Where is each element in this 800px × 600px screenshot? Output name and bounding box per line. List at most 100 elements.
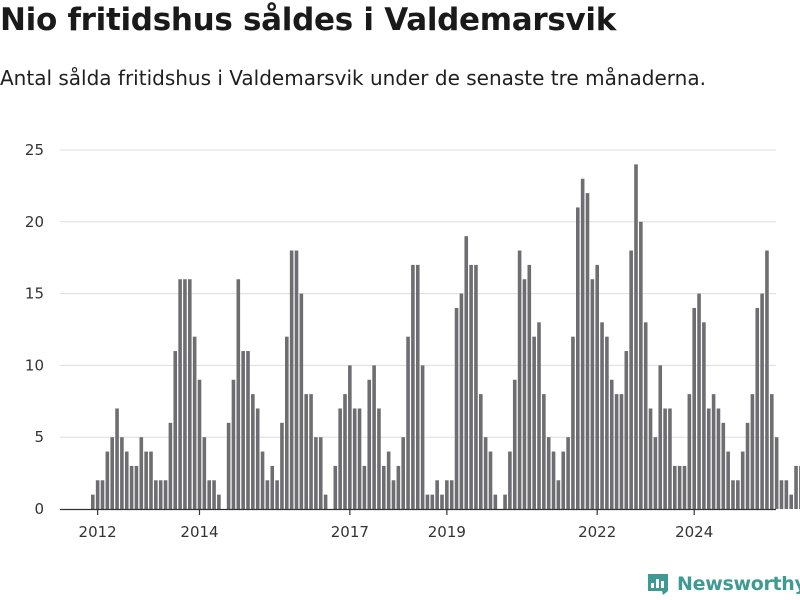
bar xyxy=(192,336,197,509)
bar xyxy=(639,221,643,510)
bar xyxy=(663,408,667,509)
y-tick-label: 20 xyxy=(25,213,44,231)
bar xyxy=(609,379,614,509)
bar xyxy=(629,250,633,509)
bar xyxy=(139,437,144,509)
bar xyxy=(377,408,381,509)
labels: 05101520252012201420172019202220249 xyxy=(25,141,713,541)
bar xyxy=(435,480,439,509)
bar xyxy=(251,394,255,509)
bar xyxy=(469,264,473,509)
bar xyxy=(503,494,507,509)
bar xyxy=(430,494,435,509)
bar xyxy=(765,250,769,509)
bar xyxy=(217,494,221,509)
bar xyxy=(367,379,372,509)
bar xyxy=(658,365,663,509)
bar xyxy=(212,480,216,509)
bar xyxy=(454,307,459,509)
y-tick-label: 25 xyxy=(25,141,44,159)
bar xyxy=(585,193,590,509)
x-axis xyxy=(60,508,776,515)
bar xyxy=(736,480,740,509)
bar xyxy=(134,465,139,509)
bar xyxy=(289,250,294,509)
bar xyxy=(129,465,134,509)
bar xyxy=(561,451,566,509)
bar xyxy=(396,465,401,509)
bar xyxy=(294,250,299,509)
bar xyxy=(95,480,100,509)
bar xyxy=(673,465,677,509)
bar xyxy=(464,236,469,509)
bar xyxy=(619,394,624,509)
bar xyxy=(183,279,187,509)
bar xyxy=(571,336,575,509)
bar xyxy=(386,451,391,509)
bar xyxy=(576,207,580,509)
bar xyxy=(440,494,444,509)
bar xyxy=(401,437,405,509)
bar xyxy=(770,394,774,509)
bar xyxy=(110,437,114,509)
bar xyxy=(702,322,706,509)
bar xyxy=(357,408,362,509)
bar xyxy=(721,422,726,509)
bar xyxy=(566,437,570,509)
bar xyxy=(653,437,658,509)
bar xyxy=(425,494,430,509)
bar xyxy=(755,307,760,509)
x-tick-label: 2014 xyxy=(180,523,218,541)
bar xyxy=(726,451,730,509)
bar xyxy=(105,451,110,509)
bar xyxy=(493,494,498,509)
bar xyxy=(605,336,609,509)
bar xyxy=(299,293,304,509)
bar xyxy=(580,178,585,509)
bar xyxy=(270,465,275,509)
bar xyxy=(488,451,493,509)
bar xyxy=(173,351,178,509)
bar xyxy=(668,408,672,509)
bar xyxy=(643,322,648,509)
bar xyxy=(590,279,595,509)
newsworthy-brand[interactable]: Newsworthy xyxy=(645,570,800,598)
bar xyxy=(338,408,342,509)
bar xyxy=(285,336,289,509)
bar xyxy=(168,422,173,509)
bar xyxy=(372,365,376,509)
bar xyxy=(333,465,338,509)
bar xyxy=(697,293,701,509)
bar xyxy=(124,451,129,509)
bar xyxy=(706,408,711,509)
bar xyxy=(648,408,653,509)
bar xyxy=(178,279,182,509)
bar xyxy=(731,480,735,509)
bar xyxy=(716,408,721,509)
bar xyxy=(546,437,551,509)
bar xyxy=(154,480,158,509)
bar xyxy=(362,465,367,509)
bar xyxy=(309,394,313,509)
bar xyxy=(197,379,202,509)
x-tick-label: 2022 xyxy=(578,523,616,541)
bar xyxy=(411,264,415,509)
x-tick-label: 2019 xyxy=(428,523,466,541)
bar xyxy=(304,394,308,509)
bar xyxy=(120,437,124,509)
bar xyxy=(614,394,619,509)
bar xyxy=(343,394,347,509)
x-tick-label: 2024 xyxy=(675,523,713,541)
bar xyxy=(595,264,599,509)
bar xyxy=(745,422,750,509)
chart-subtitle: Antal sålda fritidshus i Valdemarsvik un… xyxy=(0,66,706,90)
bar xyxy=(760,293,764,509)
bar xyxy=(779,480,784,509)
bar xyxy=(445,480,449,509)
bar xyxy=(149,451,153,509)
bar xyxy=(600,322,604,509)
y-tick-label: 0 xyxy=(34,500,44,518)
bar xyxy=(711,394,716,509)
bar xyxy=(551,451,556,509)
bar xyxy=(740,451,745,509)
